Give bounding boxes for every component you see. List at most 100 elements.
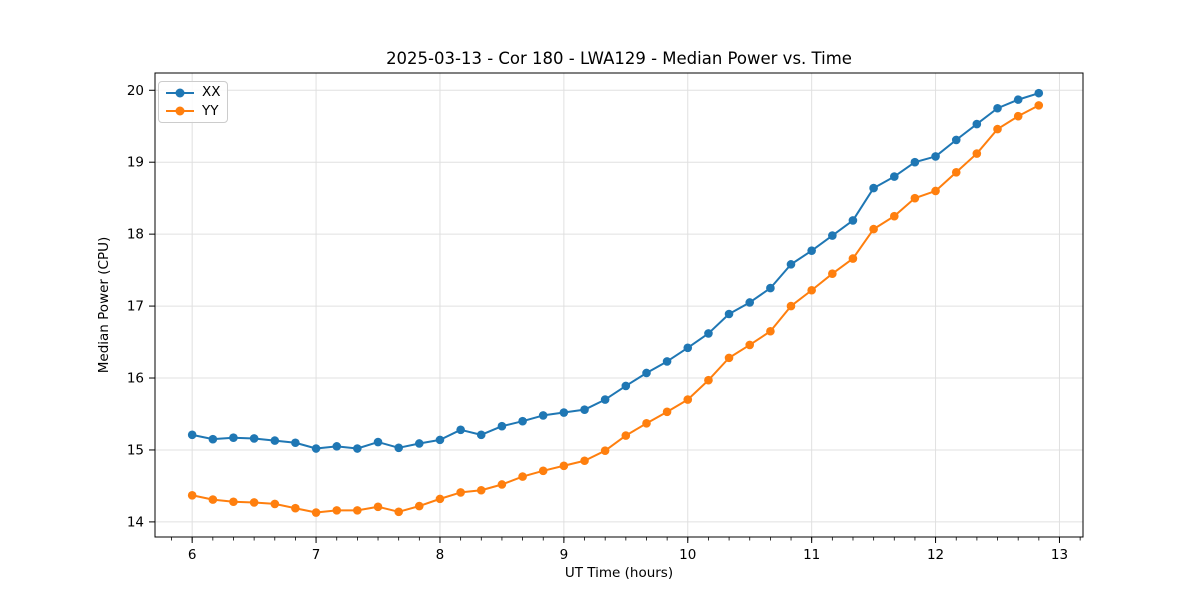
series-xx-point bbox=[600, 395, 610, 404]
series-yy-point bbox=[414, 501, 424, 511]
series-yy-point bbox=[208, 495, 218, 504]
series-xx-point bbox=[580, 405, 589, 414]
y-tick-label: 15 bbox=[127, 442, 144, 458]
series-xx-point bbox=[414, 439, 424, 448]
series-xx-point bbox=[621, 381, 631, 391]
series-yy-point bbox=[229, 497, 238, 507]
legend-item-xx: XX bbox=[159, 84, 227, 102]
series-xx-point bbox=[518, 416, 527, 426]
series-xx-point bbox=[311, 444, 321, 453]
series-xx-point bbox=[910, 157, 920, 167]
series-yy-point bbox=[394, 507, 404, 517]
series-xx-point bbox=[435, 435, 445, 445]
series-xx-point bbox=[642, 368, 651, 378]
series-yy-point bbox=[869, 224, 878, 234]
y-tick-label: 20 bbox=[127, 83, 144, 99]
series-yy-point bbox=[642, 419, 651, 428]
series-xx-point bbox=[766, 283, 775, 293]
series-xx-point bbox=[807, 246, 816, 255]
series-yy-point bbox=[621, 431, 631, 440]
series-yy-point bbox=[848, 254, 858, 263]
legend-marker-yy-icon bbox=[175, 106, 185, 116]
series-yy-point bbox=[662, 407, 672, 417]
series-yy-point bbox=[724, 353, 734, 363]
series-xx-point bbox=[993, 103, 1002, 113]
series-yy-point bbox=[270, 499, 280, 509]
series-xx-point bbox=[828, 231, 837, 240]
series-yy-point bbox=[890, 211, 899, 221]
x-tick-label: 8 bbox=[436, 547, 445, 563]
x-tick-label: 12 bbox=[927, 547, 944, 563]
series-yy-point bbox=[476, 485, 486, 495]
series-xx-point bbox=[394, 443, 404, 453]
series-xx-point bbox=[869, 183, 878, 193]
legend-line-xx bbox=[166, 88, 194, 98]
series-xx-point bbox=[704, 329, 713, 338]
series-yy-point bbox=[311, 508, 321, 517]
series-xx-point bbox=[662, 357, 672, 366]
series-yy-point bbox=[807, 285, 816, 295]
series-yy-point bbox=[972, 149, 982, 158]
series-yy-point bbox=[683, 395, 693, 404]
series-xx-point bbox=[456, 425, 465, 435]
legend-label-yy: YY bbox=[202, 102, 219, 119]
series-yy-point bbox=[187, 490, 197, 500]
series-xx-point bbox=[1013, 95, 1023, 104]
series-xx-point bbox=[332, 442, 342, 451]
series-xx-point bbox=[208, 434, 218, 444]
series-xx-point bbox=[538, 411, 548, 420]
series-xx-point bbox=[249, 434, 259, 443]
series-xx-point bbox=[931, 152, 940, 161]
legend-label-xx: XX bbox=[202, 83, 221, 100]
series-xx-point bbox=[187, 430, 197, 440]
series-xx-point bbox=[890, 172, 899, 181]
x-tick-label: 11 bbox=[803, 547, 820, 563]
series-yy-point bbox=[353, 506, 362, 515]
x-tick-label: 9 bbox=[560, 547, 569, 563]
series-yy-point bbox=[910, 193, 920, 203]
chart-title: 2025-03-13 - Cor 180 - LWA129 - Median P… bbox=[386, 49, 852, 68]
series-xx-point bbox=[373, 437, 383, 447]
series-yy-point bbox=[1034, 101, 1044, 110]
legend-marker-xx-icon bbox=[175, 88, 185, 98]
series-yy-point bbox=[766, 326, 775, 336]
series-yy-point bbox=[704, 375, 713, 385]
series-xx-point bbox=[951, 135, 961, 145]
series-yy-point bbox=[373, 502, 383, 512]
series-yy-point bbox=[456, 488, 465, 497]
legend-line-yy bbox=[166, 106, 194, 116]
series-xx-point bbox=[745, 298, 755, 307]
series-yy-point bbox=[1013, 111, 1023, 121]
series-xx-point bbox=[786, 260, 796, 269]
series-xx-point bbox=[724, 309, 734, 319]
series-xx-line bbox=[191, 92, 1040, 450]
series-xx-point bbox=[229, 433, 238, 443]
axes-spines bbox=[154, 72, 1084, 538]
series-yy-point bbox=[951, 167, 961, 177]
series-xx-point bbox=[848, 216, 858, 225]
x-tick-label: 10 bbox=[679, 547, 696, 563]
series-yy-point bbox=[538, 466, 548, 476]
series-xx-point bbox=[683, 343, 693, 353]
series-yy-point bbox=[600, 446, 610, 455]
series-yy-point bbox=[931, 186, 940, 196]
x-tick-label: 7 bbox=[312, 547, 321, 563]
series-yy-point bbox=[332, 506, 342, 515]
series-xx-point bbox=[497, 421, 507, 431]
series-yy-point bbox=[745, 340, 755, 350]
series-xx-point bbox=[291, 438, 300, 448]
series-xx-point bbox=[476, 430, 486, 440]
series-yy-point bbox=[580, 456, 589, 466]
y-tick-label: 17 bbox=[127, 299, 144, 315]
series-yy-point bbox=[497, 480, 507, 489]
series-yy-point bbox=[249, 498, 259, 507]
series-yy-point bbox=[828, 269, 837, 279]
x-tick-label: 13 bbox=[1051, 547, 1068, 563]
legend: XX YY bbox=[158, 81, 228, 123]
x-tick-label: 6 bbox=[188, 547, 197, 563]
series-yy-point bbox=[435, 494, 445, 504]
series-yy-point bbox=[518, 472, 527, 481]
y-tick-label: 18 bbox=[127, 227, 144, 243]
